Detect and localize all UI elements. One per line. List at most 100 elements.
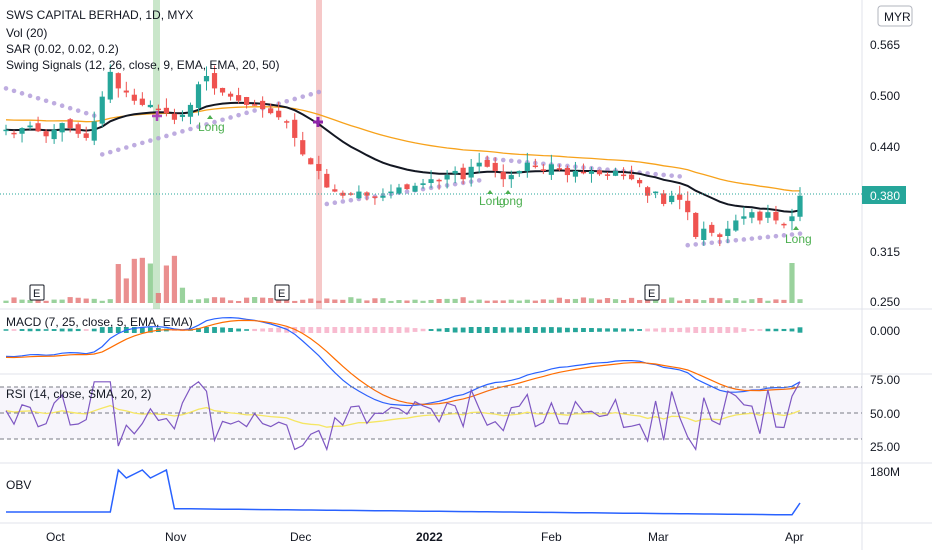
last-price-badge: 0.380 (862, 186, 906, 204)
candle-body (332, 189, 338, 192)
candle-body (789, 216, 795, 222)
macd-bar (139, 327, 145, 333)
candle-body (556, 168, 562, 170)
macd-bar (131, 327, 137, 333)
chart-title: SWS CAPITAL BERHAD, 1D, MYX (6, 8, 193, 22)
macd-bar (91, 328, 97, 332)
long-label: Long (496, 194, 523, 208)
candle-body (749, 212, 755, 218)
macd-bar (244, 329, 250, 331)
macd-bar (428, 329, 434, 331)
obv-line (6, 468, 801, 516)
volume-bar (388, 300, 394, 303)
candle-body (636, 179, 643, 184)
macd-bar (653, 328, 659, 332)
candle-body (548, 164, 554, 175)
candle-body (163, 107, 170, 114)
macd-bar (107, 327, 113, 333)
volume-bar (235, 300, 242, 303)
candle-body (524, 162, 530, 172)
sell-signal-band (316, 0, 322, 309)
candle-body (404, 184, 410, 190)
macd-bar (43, 329, 49, 331)
candle-body (628, 174, 635, 180)
macd-bar (733, 327, 739, 333)
candle-body (372, 196, 378, 198)
macd-bar (236, 328, 241, 332)
candle-body (300, 140, 306, 155)
macd-line (5, 316, 801, 407)
sar-dot (308, 92, 314, 97)
obv-tick: 180M (870, 465, 900, 479)
candle-body (27, 125, 33, 128)
volume-bar (179, 287, 186, 303)
volume-bar (757, 297, 763, 303)
time-tick: Mar (648, 530, 669, 544)
sar-dot (132, 142, 137, 148)
macd-bar (773, 328, 779, 332)
sar-dot (228, 115, 233, 120)
candle-body (147, 104, 153, 108)
candles (3, 64, 803, 247)
candle-body (292, 119, 298, 138)
candle-body (35, 123, 41, 132)
volume-bar (484, 300, 490, 303)
candle-body (588, 170, 595, 174)
macd-bar (324, 327, 330, 333)
candle-body (356, 191, 362, 199)
candle-body (709, 224, 715, 233)
macd-histogram (3, 327, 803, 333)
macd-bar (565, 327, 570, 333)
volume-bar (396, 300, 402, 303)
volume-bar (572, 298, 579, 303)
candle-body (316, 164, 322, 171)
candle-body (211, 73, 218, 89)
candle-body (396, 187, 402, 194)
volume-bar (332, 299, 338, 303)
sar-dot (27, 93, 33, 99)
macd-bar (516, 327, 522, 333)
macd-bar (11, 329, 17, 331)
price-tick: 0.500 (870, 89, 900, 103)
volume-bar (620, 299, 627, 303)
currency-button[interactable]: MYR (877, 5, 913, 27)
candle-body (219, 87, 226, 93)
sar-dot (500, 157, 506, 163)
sar-dot (107, 149, 113, 155)
volume-bar (733, 298, 739, 303)
legend-swing: Swing Signals (12, 26, close, 9, EMA, EM… (6, 58, 279, 72)
candle-body (171, 113, 178, 120)
sar-dot (180, 129, 185, 134)
volume-bar (107, 299, 113, 303)
earnings-marker[interactable]: E (29, 284, 45, 301)
candle-body (51, 129, 57, 140)
candle-body (645, 187, 651, 196)
sar-dot (140, 140, 145, 146)
earnings-marker[interactable]: E (274, 284, 290, 301)
volume-bar (556, 297, 562, 303)
sar-dot (196, 124, 201, 129)
macd-bar (500, 327, 506, 333)
candle-body (468, 166, 474, 178)
time-tick: Nov (165, 530, 186, 544)
macd-bar (524, 327, 530, 333)
volume-bar (436, 299, 442, 303)
sar-dot (757, 235, 763, 241)
candle-body (693, 212, 699, 237)
sar-dot (83, 110, 89, 116)
earnings-marker[interactable]: E (644, 284, 660, 301)
candle-body (187, 104, 194, 117)
volume-bar (300, 299, 306, 303)
sar-dot (67, 105, 73, 111)
volume-bar (211, 297, 218, 303)
volume-bar (75, 297, 81, 303)
macd-tick: 0.000 (870, 324, 900, 338)
sar-dot (156, 135, 161, 141)
sar-dot (797, 231, 803, 236)
macd-bar (75, 328, 81, 332)
sar-dot (733, 237, 739, 243)
macd-bar (540, 327, 546, 333)
time-tick: Dec (290, 530, 311, 544)
macd-bar (204, 327, 209, 333)
